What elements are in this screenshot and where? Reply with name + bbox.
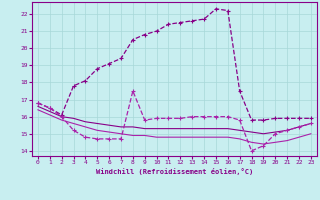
X-axis label: Windchill (Refroidissement éolien,°C): Windchill (Refroidissement éolien,°C) [96,168,253,175]
